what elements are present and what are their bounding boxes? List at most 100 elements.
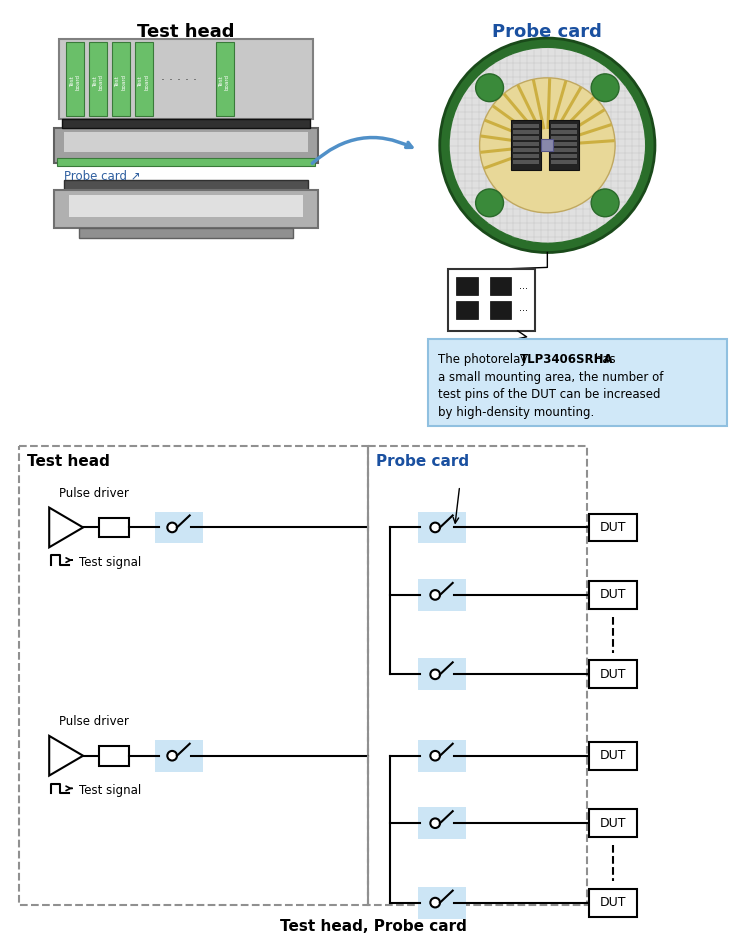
Text: a small mounting area, the number of: a small mounting area, the number of <box>438 371 663 384</box>
Text: Test head, Probe card: Test head, Probe card <box>280 919 466 934</box>
Text: Test signal: Test signal <box>79 784 141 797</box>
Bar <box>54 129 319 163</box>
Bar <box>62 118 310 129</box>
Bar <box>489 277 512 295</box>
Bar <box>418 808 466 839</box>
Bar <box>69 195 304 217</box>
Bar <box>112 42 130 115</box>
Text: Pulse driver: Pulse driver <box>59 715 129 728</box>
Bar <box>418 658 466 690</box>
Bar <box>448 269 536 331</box>
Bar <box>64 180 308 190</box>
Bar <box>512 120 542 170</box>
Circle shape <box>167 751 177 761</box>
Bar <box>589 809 637 837</box>
Bar <box>418 579 466 610</box>
Bar <box>135 42 153 115</box>
Text: Pulse driver: Pulse driver <box>59 486 129 500</box>
Bar <box>418 886 466 918</box>
Text: Test head: Test head <box>137 23 234 41</box>
Bar <box>589 742 637 770</box>
Bar <box>513 143 539 146</box>
Bar <box>551 154 577 158</box>
Bar <box>542 139 554 151</box>
Text: DUT: DUT <box>600 521 627 534</box>
Bar <box>589 581 637 608</box>
Text: Test
board: Test board <box>69 74 81 90</box>
Bar <box>66 42 84 115</box>
Circle shape <box>450 48 645 242</box>
Text: DUT: DUT <box>600 668 627 681</box>
Bar <box>589 888 637 916</box>
Circle shape <box>591 74 619 101</box>
Bar <box>418 740 466 772</box>
Bar <box>551 125 577 129</box>
Text: · · · · ·: · · · · · <box>160 74 197 87</box>
Text: The photorelay: The photorelay <box>438 353 531 366</box>
Text: DUT: DUT <box>600 817 627 830</box>
Text: ···: ··· <box>519 306 528 316</box>
Bar <box>551 161 577 164</box>
Text: Probe card: Probe card <box>376 454 469 469</box>
Text: Test signal: Test signal <box>79 556 141 569</box>
Bar <box>57 158 316 166</box>
Text: DUT: DUT <box>600 749 627 762</box>
Circle shape <box>167 523 177 532</box>
Bar <box>513 148 539 152</box>
Bar <box>549 120 579 170</box>
Bar <box>589 514 637 542</box>
Circle shape <box>430 819 440 828</box>
Bar <box>551 136 577 140</box>
Bar <box>551 131 577 134</box>
Bar <box>54 190 319 227</box>
Bar <box>456 301 477 319</box>
Bar <box>368 446 587 904</box>
Circle shape <box>480 78 615 213</box>
Bar <box>216 42 233 115</box>
Bar <box>19 446 368 904</box>
Text: test pins of the DUT can be increased: test pins of the DUT can be increased <box>438 389 660 402</box>
Bar <box>513 161 539 164</box>
Bar <box>427 339 727 426</box>
Text: Test
board: Test board <box>93 74 104 90</box>
Text: Test head: Test head <box>28 454 110 469</box>
Bar <box>79 227 293 238</box>
Bar <box>456 277 477 295</box>
Circle shape <box>430 751 440 761</box>
Circle shape <box>476 74 504 101</box>
Text: DUT: DUT <box>600 589 627 602</box>
Text: Test
board: Test board <box>139 74 149 90</box>
Bar <box>99 517 129 537</box>
Circle shape <box>430 523 440 532</box>
Bar <box>551 143 577 146</box>
Bar <box>513 154 539 158</box>
Bar <box>155 740 203 772</box>
Bar <box>155 512 203 544</box>
Bar <box>64 132 308 152</box>
Bar <box>513 131 539 134</box>
Text: Test
board: Test board <box>116 74 126 90</box>
Circle shape <box>430 898 440 907</box>
Bar <box>418 512 466 544</box>
Circle shape <box>430 590 440 600</box>
Circle shape <box>476 189 504 217</box>
Circle shape <box>591 189 619 217</box>
Bar <box>89 42 107 115</box>
Text: has: has <box>591 353 615 366</box>
Text: ···: ··· <box>519 285 528 294</box>
Text: Test
board: Test board <box>219 74 230 90</box>
Bar <box>513 125 539 129</box>
Bar <box>59 39 313 118</box>
Text: Probe card: Probe card <box>492 23 602 41</box>
Text: TLP3406SRHA: TLP3406SRHA <box>519 353 613 366</box>
Text: Probe card ↗: Probe card ↗ <box>64 170 141 183</box>
Circle shape <box>430 670 440 679</box>
Bar <box>513 136 539 140</box>
Text: by high-density mounting.: by high-density mounting. <box>438 407 594 420</box>
Circle shape <box>439 38 655 253</box>
Bar <box>489 301 512 319</box>
Text: DUT: DUT <box>600 896 627 909</box>
Bar <box>551 148 577 152</box>
Bar <box>99 746 129 765</box>
Bar <box>589 660 637 688</box>
